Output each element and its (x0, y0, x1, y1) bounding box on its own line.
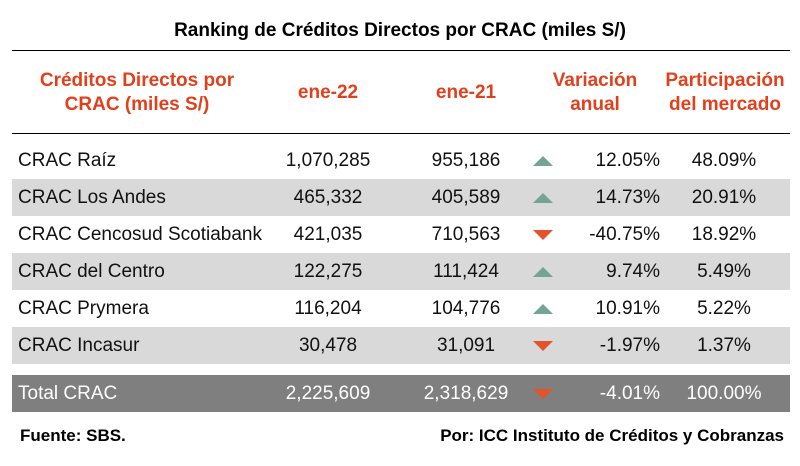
cell-variation: 12.05% (595, 150, 660, 171)
cell-ene-22: 1,070,285 (285, 150, 371, 171)
header-divider (12, 133, 790, 134)
triangle-down-icon (533, 229, 553, 240)
cell-ene-21: 111,424 (433, 261, 499, 282)
cell-ene-21: 31,091 (436, 335, 496, 356)
table-title: Ranking de Créditos Directos por CRAC (m… (174, 20, 626, 41)
table-row: CRAC Los Andes 465,332 405,589 14.73% 20.91% (12, 179, 790, 216)
header-variation: Variación anual (552, 70, 638, 115)
triangle-down-icon (533, 340, 553, 351)
header-name: Créditos Directos por CRAC (miles S/) (39, 70, 235, 115)
cell-share: 5.22% (697, 298, 751, 319)
trend-icon-cell (530, 327, 556, 364)
trend-icon-cell (530, 216, 556, 253)
cell-ene-22: 122,275 (293, 261, 363, 282)
cell-variation: 14.73% (595, 187, 660, 208)
cell-variation: 10.91% (595, 298, 660, 319)
header-share: Participación del mercado (665, 70, 785, 115)
cell-variation: -1.97% (599, 335, 660, 356)
cell-name: CRAC Incasur (18, 335, 140, 356)
cell-name: CRAC Prymera (18, 298, 149, 319)
cell-ene-22: 465,332 (293, 187, 363, 208)
trend-icon-cell (530, 179, 556, 216)
cell-variation: 9.74% (606, 261, 660, 282)
cell-variation: -4.01% (599, 383, 660, 404)
cell-share: 5.49% (697, 261, 751, 282)
cell-ene-22: 116,204 (294, 298, 362, 319)
header-ene-21: ene-21 (435, 82, 497, 103)
cell-name: CRAC del Centro (18, 261, 165, 282)
footer-author: Por: ICC Instituto de Créditos y Cobranz… (440, 426, 784, 445)
cell-share: 100.00% (686, 383, 762, 404)
cell-ene-21: 104,776 (431, 298, 501, 319)
cell-ene-22: 30,478 (298, 335, 358, 356)
triangle-up-icon (533, 192, 553, 203)
cell-ene-21: 2,318,629 (423, 383, 509, 404)
table-row: CRAC Prymera 116,204 104,776 10.91% 5.22% (12, 290, 790, 327)
cell-ene-21: 955,186 (431, 150, 501, 171)
footer-source: Fuente: SBS. (20, 426, 126, 445)
table-row: CRAC Incasur 30,478 31,091 -1.97% 1.37% (12, 327, 790, 364)
cell-ene-21: 710,563 (431, 224, 501, 245)
cell-share: 20.91% (691, 187, 757, 208)
cell-ene-21: 405,589 (431, 187, 501, 208)
cell-name: CRAC Raíz (18, 150, 117, 171)
title-divider (12, 50, 790, 51)
trend-icon-cell (530, 290, 556, 327)
triangle-up-icon (533, 303, 553, 314)
total-row: Total CRAC 2,225,609 2,318,629 -4.01% 100.00… (12, 375, 790, 412)
trend-icon-cell (530, 375, 556, 412)
header-ene-22: ene-22 (297, 82, 359, 103)
cell-name: Total CRAC (18, 383, 118, 404)
cell-variation: -40.75% (589, 224, 660, 245)
cell-ene-22: 2,225,609 (285, 383, 371, 404)
cell-share: 48.09% (691, 150, 757, 171)
triangle-up-icon (533, 155, 553, 166)
triangle-down-icon (533, 388, 553, 399)
cell-name: CRAC Los Andes (18, 187, 166, 208)
table-row: CRAC del Centro 122,275 111,424 9.74% 5.49% (12, 253, 790, 290)
trend-icon-cell (530, 142, 556, 179)
table-row: CRAC Raíz 1,070,285 955,186 12.05% 48.09% (12, 142, 790, 179)
cell-ene-22: 421,035 (293, 224, 363, 245)
trend-icon-cell (530, 253, 556, 290)
cell-name: CRAC Cencosud Scotiabank (18, 224, 262, 245)
triangle-up-icon (533, 266, 553, 277)
cell-share: 1.37% (697, 335, 751, 356)
cell-share: 18.92% (691, 224, 757, 245)
table-row: CRAC Cencosud Scotiabank 421,035 710,563 -4… (12, 216, 790, 253)
